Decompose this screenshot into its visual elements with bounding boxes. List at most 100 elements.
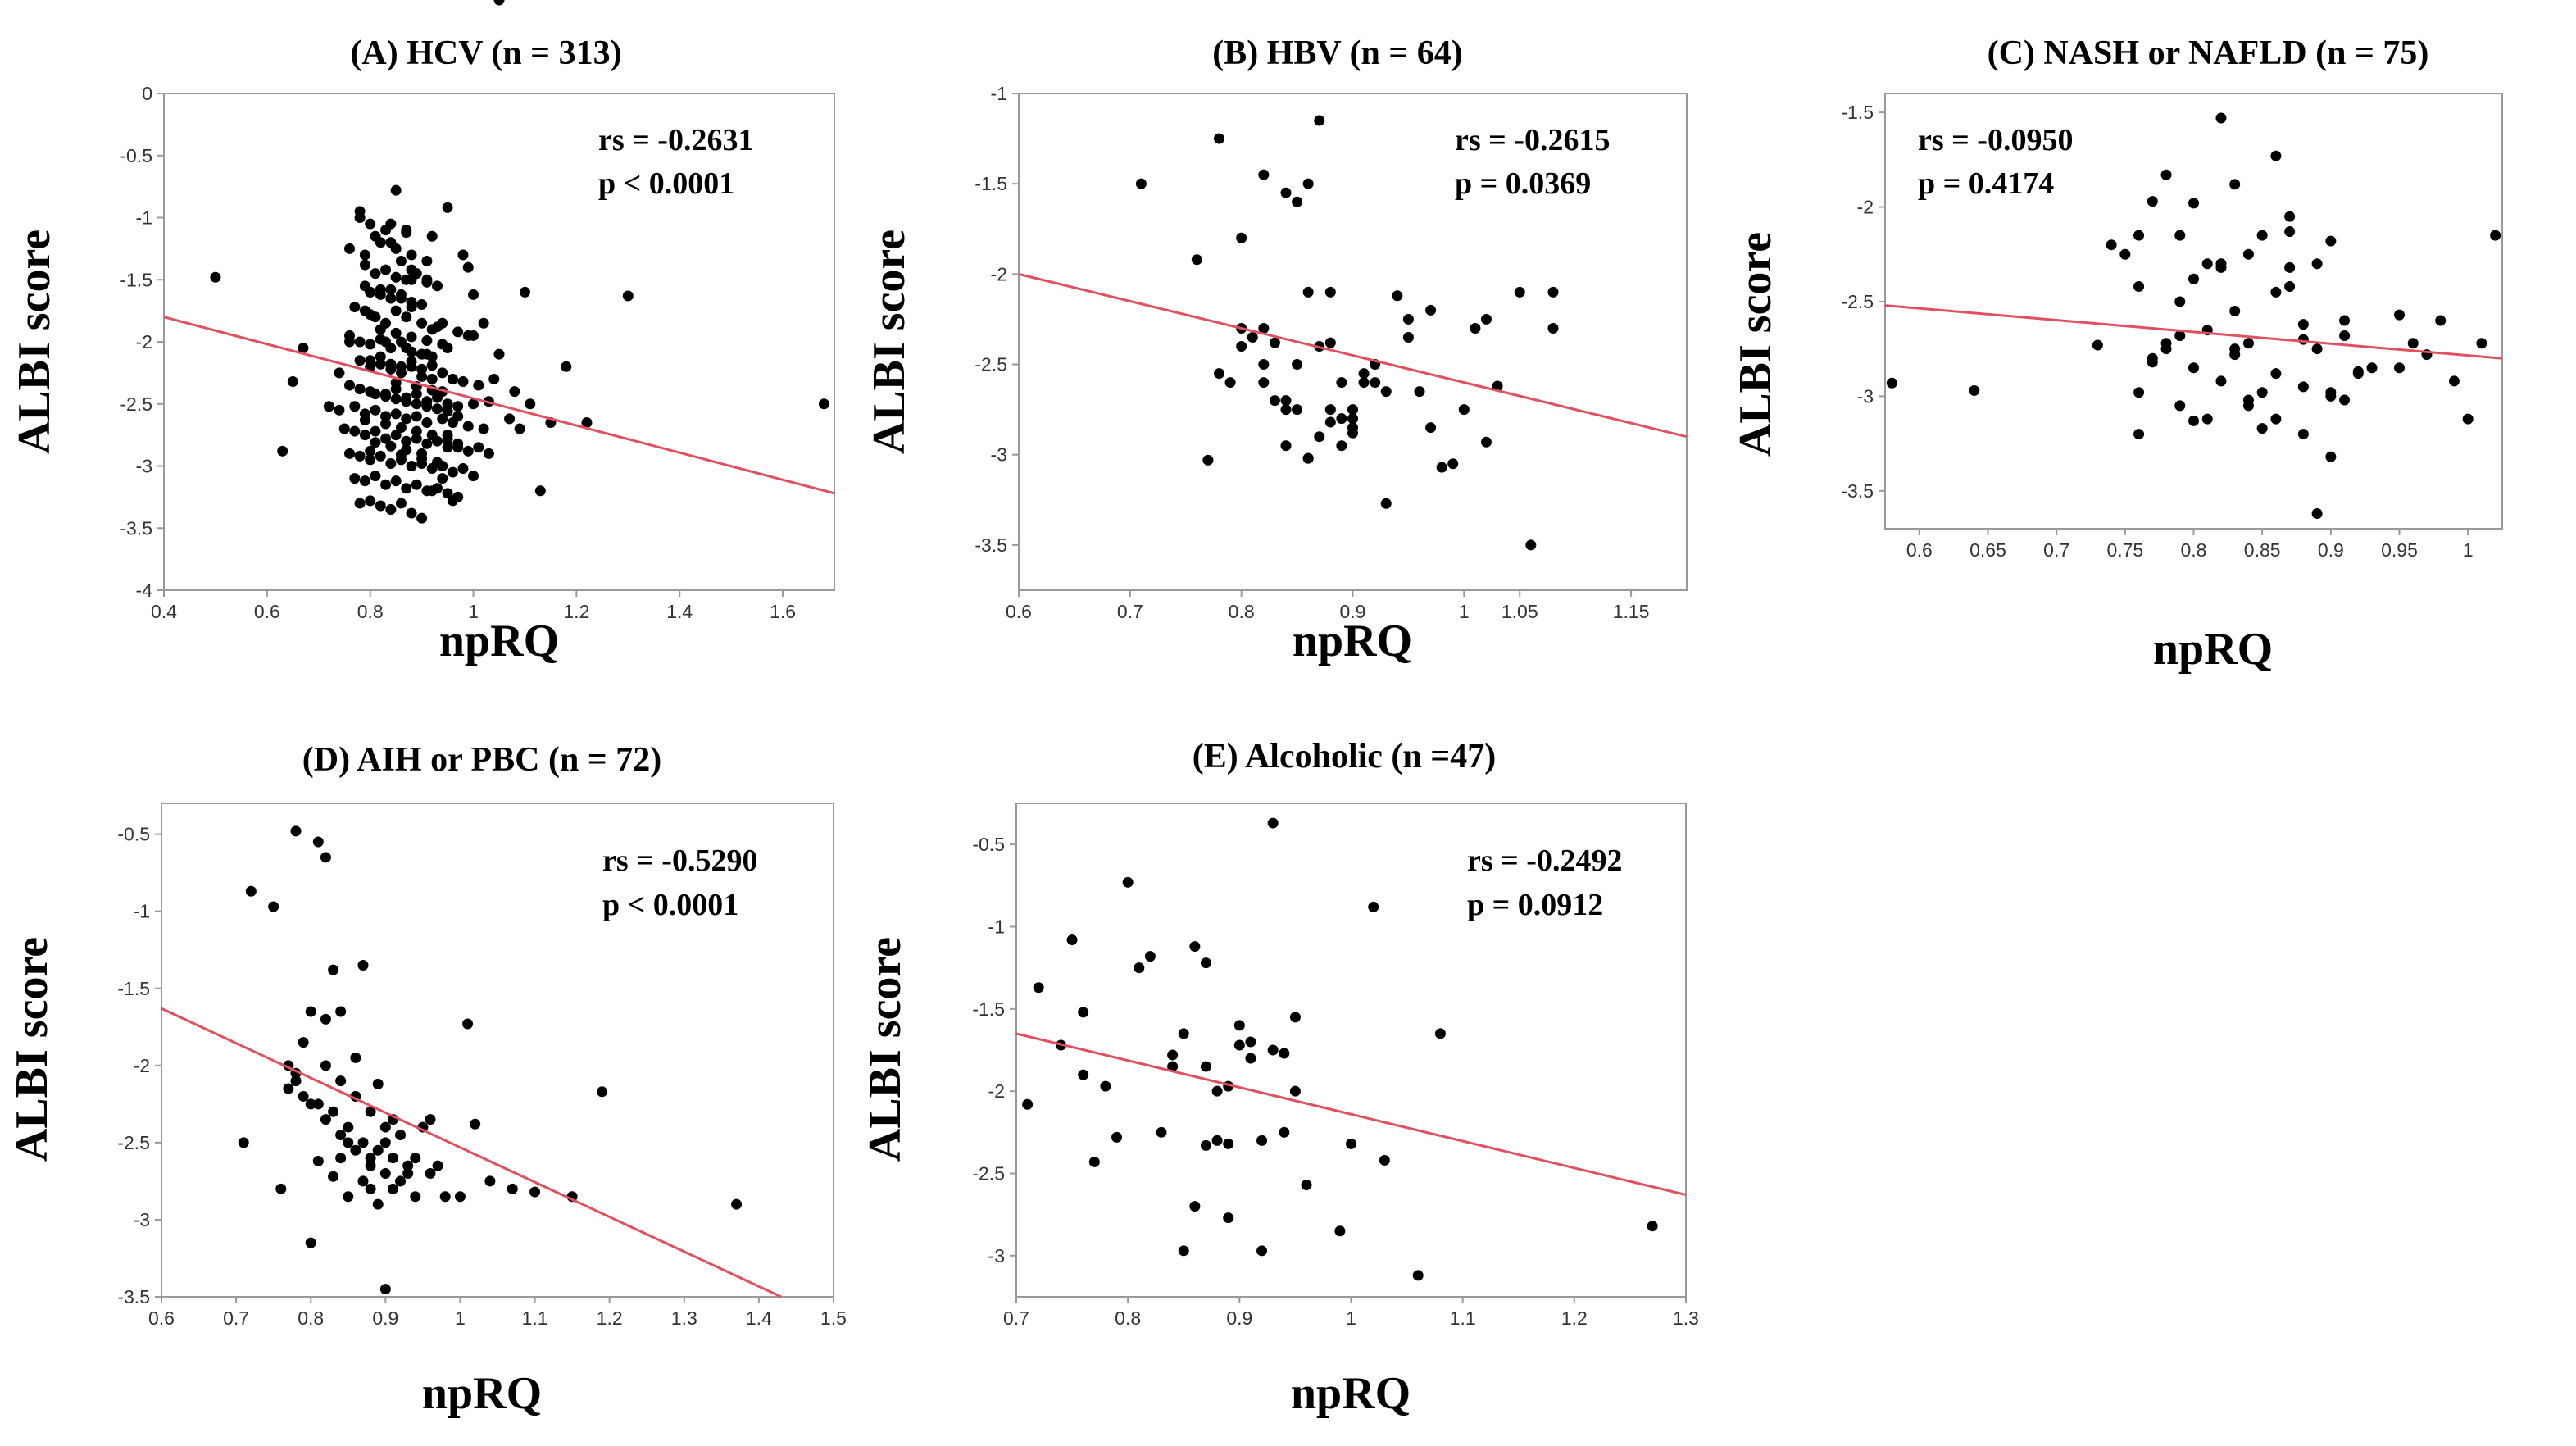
panel-d-point [328, 964, 339, 975]
panel-d-y-tick-label: -2 [134, 1055, 150, 1076]
panel-b-point [1292, 196, 1303, 207]
panel-d-point [402, 1160, 414, 1171]
panel-a-point [385, 457, 397, 469]
panel-a-point [411, 411, 422, 422]
panel-a-point [385, 440, 397, 452]
panel-c-point [2311, 508, 2323, 520]
panel-a-point [365, 218, 376, 230]
panel-a-point [395, 256, 407, 267]
panel-a-point [468, 398, 479, 410]
panel-a-point [437, 339, 448, 350]
panel-b-point [1247, 331, 1258, 343]
panel-c-point [2229, 306, 2241, 316]
panel-e-point [1223, 1212, 1234, 1224]
panel-a-point [380, 433, 392, 444]
panel-d-point [268, 901, 279, 912]
panel-a-point [365, 454, 376, 466]
panel-c-point [2242, 394, 2254, 406]
panel-d-x-tick-label: 0.8 [298, 1307, 324, 1329]
panel-c-plot-frame [1884, 93, 2503, 530]
panel-d-x-axis-label: npRQ [422, 1368, 542, 1419]
panel-c-point [2394, 309, 2405, 321]
panel-e-y-tick-label: -3 [988, 1245, 1005, 1266]
panel-b-x-tick-label: 0.7 [1117, 601, 1143, 622]
panel-c-point [2284, 211, 2296, 222]
panel-a-point [411, 398, 422, 410]
panel-b-p-label: p = 0.0369 [1455, 166, 1591, 201]
panel-d-point [335, 1075, 347, 1087]
panel-e-point [1256, 1245, 1268, 1257]
panel-a-point [462, 261, 474, 273]
panel-a-point [818, 398, 829, 410]
panel-b-y-tick-label: -2 [991, 263, 1007, 284]
panel-a-point [416, 363, 428, 375]
panel-a-point [375, 351, 386, 362]
panel-a-point [406, 507, 417, 519]
panel-a-point [395, 449, 407, 461]
panel-d-point [343, 1137, 354, 1148]
panel-c-point [2201, 413, 2213, 425]
panel-d-title: (D) AIH or PBC (n = 72) [302, 741, 661, 779]
panel-b-point [1258, 322, 1270, 334]
panel-e-point [1100, 1080, 1111, 1092]
panel-a-point [452, 442, 464, 453]
panel-a-point [390, 271, 402, 283]
panel-e-point [1211, 1135, 1223, 1146]
panel-d-point [320, 1060, 331, 1071]
panel-a-point [375, 237, 386, 248]
panel-a-point [390, 475, 402, 487]
panel-d-point [425, 1114, 436, 1125]
panel-c-point [2339, 315, 2351, 326]
panel-c-y-tick-label: -2 [1857, 197, 1874, 218]
panel-c-point [2448, 375, 2460, 387]
panel-a-point [437, 473, 448, 484]
panel-d-point [387, 1153, 398, 1164]
panel-a-point [401, 274, 412, 285]
panel-c-point [2284, 280, 2296, 292]
panel-d-point [320, 1114, 331, 1125]
panel-c-point [2188, 198, 2199, 209]
panel-d-point [312, 836, 324, 848]
panel-d-point [328, 1171, 339, 1182]
panel-a-point [447, 466, 458, 478]
panel-a-x-tick-label: 1.6 [770, 601, 796, 622]
panel-e-point [1434, 1028, 1446, 1039]
panel-e-point [1368, 901, 1379, 912]
panel-d-point [365, 1183, 376, 1194]
panel-e-point [1033, 982, 1044, 994]
panel-a-point [488, 373, 500, 384]
panel-c-point [2119, 248, 2131, 260]
panel-d-point [335, 1129, 347, 1140]
panel-a-point [349, 401, 361, 412]
panel-a-p-label: p < 0.0001 [598, 166, 734, 201]
panel-e-point [1379, 1154, 1390, 1166]
panel-b-point [1324, 286, 1336, 298]
panel-a-point [431, 280, 443, 292]
panel-b-point [1214, 368, 1224, 380]
panel-e-point [1647, 1221, 1658, 1232]
panel-a-point [365, 355, 376, 366]
panel-b-point [1258, 169, 1270, 180]
panel-a-point [416, 512, 428, 524]
panel-c-point [2256, 230, 2268, 241]
panel-d-point [290, 825, 302, 837]
panel-b-point [1214, 133, 1224, 144]
panel-a-point [390, 408, 402, 420]
panel-a-x-tick-label: 1.2 [563, 601, 589, 622]
panel-e-point [1245, 1036, 1256, 1048]
panel-d-point [328, 1106, 339, 1117]
panel-a-point [365, 339, 376, 350]
panel-c-y-axis-label: ALBI score [1730, 232, 1781, 457]
panel-c-point [2311, 258, 2323, 270]
panel-a-point [375, 358, 386, 370]
panel-c-point [2160, 338, 2172, 349]
panel-a-point [338, 423, 350, 434]
panel-a-point [395, 422, 407, 434]
panel-e-point [1156, 1126, 1167, 1138]
panel-a-point [468, 289, 479, 300]
panel-a-point [452, 401, 464, 412]
panel-a-point [370, 425, 381, 437]
panel-d: (D) AIH or PBC (n = 72) 0.6 0.7 0.8 0.9 1 1.1… [7, 741, 847, 1419]
panel-e-point [1111, 1131, 1123, 1143]
panel-a-point [390, 430, 402, 441]
